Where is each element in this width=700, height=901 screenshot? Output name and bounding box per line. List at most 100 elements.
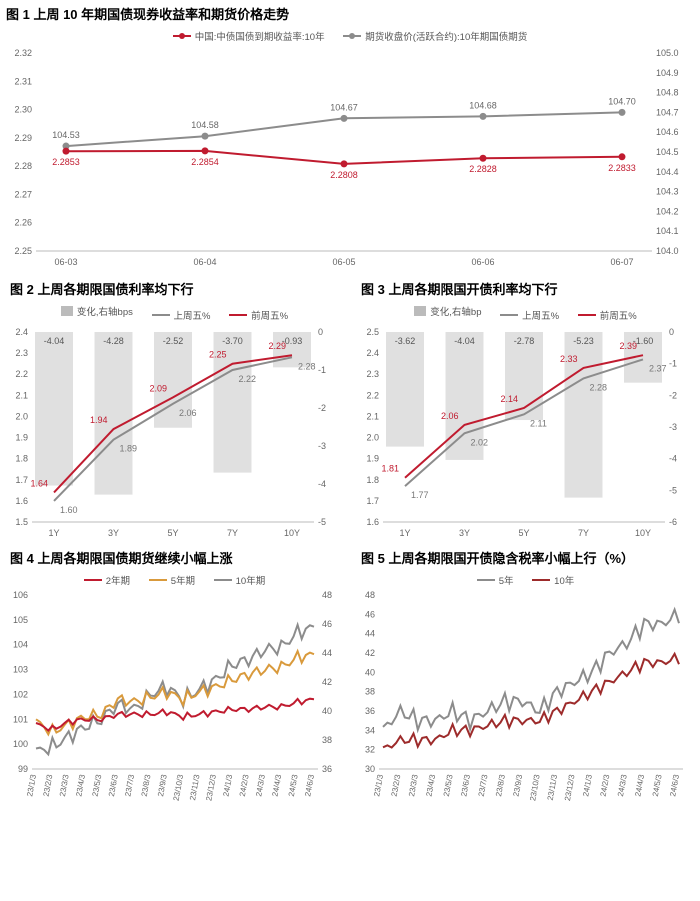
svg-text:2.09: 2.09: [149, 383, 167, 393]
svg-text:-3: -3: [318, 441, 326, 451]
svg-text:104.7: 104.7: [656, 107, 679, 117]
svg-text:06-04: 06-04: [193, 257, 216, 267]
svg-text:24/6/3: 24/6/3: [668, 773, 681, 797]
svg-text:104.2: 104.2: [656, 206, 679, 216]
svg-text:44: 44: [322, 648, 332, 658]
svg-text:23/12/3: 23/12/3: [204, 773, 218, 801]
legend-item: 期货收盘价(活跃合约):10年期国债期货: [343, 29, 527, 43]
svg-text:23/4/3: 23/4/3: [74, 773, 87, 797]
svg-text:-2: -2: [669, 390, 677, 400]
svg-text:1.8: 1.8: [366, 475, 379, 485]
svg-text:24/1/3: 24/1/3: [581, 773, 594, 797]
svg-text:2.0: 2.0: [366, 433, 379, 443]
svg-text:1.5: 1.5: [15, 517, 28, 527]
figure-2-chart: 1.51.61.71.81.92.02.12.22.32.4-5-4-3-2-1…: [4, 324, 340, 544]
svg-text:3Y: 3Y: [459, 528, 470, 538]
svg-text:23/6/3: 23/6/3: [107, 773, 120, 797]
figure-5-legend: 5年 10年: [355, 571, 696, 589]
svg-text:104.70: 104.70: [608, 96, 636, 106]
svg-text:1.81: 1.81: [381, 464, 399, 474]
svg-text:104.68: 104.68: [469, 100, 497, 110]
svg-text:-6: -6: [669, 517, 677, 527]
svg-text:-3.62: -3.62: [395, 336, 416, 346]
svg-text:-5: -5: [318, 517, 326, 527]
svg-text:100: 100: [13, 739, 28, 749]
svg-text:2.14: 2.14: [500, 394, 518, 404]
svg-text:-2.78: -2.78: [514, 336, 535, 346]
svg-text:2.06: 2.06: [179, 408, 197, 418]
svg-text:-3.70: -3.70: [222, 336, 243, 346]
svg-text:06-05: 06-05: [332, 257, 355, 267]
svg-text:5Y: 5Y: [518, 528, 529, 538]
svg-text:32: 32: [365, 745, 375, 755]
svg-text:2.02: 2.02: [471, 437, 489, 447]
svg-text:24/3/3: 24/3/3: [616, 773, 629, 797]
svg-text:2.30: 2.30: [14, 105, 32, 115]
figure-4-chart: 991001011021031041051063638404244464823/…: [4, 589, 340, 809]
svg-text:2.28: 2.28: [298, 361, 316, 371]
figure-4-title: 图 4 上周各期限国债期货继续小幅上涨: [4, 544, 345, 571]
svg-text:23/1/3: 23/1/3: [25, 773, 38, 797]
svg-text:0: 0: [318, 327, 323, 337]
svg-text:2.5: 2.5: [366, 327, 379, 337]
svg-text:2.31: 2.31: [14, 76, 32, 86]
svg-text:2.28: 2.28: [590, 382, 608, 392]
svg-text:24/2/3: 24/2/3: [599, 773, 612, 797]
svg-text:06-07: 06-07: [610, 257, 633, 267]
svg-text:10Y: 10Y: [284, 528, 300, 538]
svg-text:-4: -4: [669, 454, 677, 464]
svg-text:23/7/3: 23/7/3: [477, 773, 490, 797]
svg-text:40: 40: [365, 667, 375, 677]
svg-text:24/2/3: 24/2/3: [238, 773, 251, 797]
svg-text:38: 38: [365, 687, 375, 697]
svg-text:46: 46: [322, 619, 332, 629]
svg-text:1.7: 1.7: [366, 496, 379, 506]
svg-text:2.3: 2.3: [366, 369, 379, 379]
svg-text:99: 99: [18, 764, 28, 774]
figure-4: 图 4 上周各期限国债期货继续小幅上涨 2年期 5年期 10年期 9910010…: [4, 544, 345, 809]
svg-text:23/2/3: 23/2/3: [42, 773, 55, 797]
svg-text:104.1: 104.1: [656, 226, 679, 236]
svg-text:104.6: 104.6: [656, 127, 679, 137]
svg-text:38: 38: [322, 735, 332, 745]
svg-text:23/6/3: 23/6/3: [459, 773, 472, 797]
figure-3-chart: 1.61.71.81.92.02.12.22.32.42.5-6-5-4-3-2…: [355, 324, 691, 544]
svg-text:2.2: 2.2: [366, 390, 379, 400]
svg-text:23/8/3: 23/8/3: [140, 773, 153, 797]
svg-text:2.4: 2.4: [15, 327, 28, 337]
svg-text:2.2808: 2.2808: [330, 170, 358, 180]
svg-text:23/10/3: 23/10/3: [172, 773, 186, 801]
svg-text:2.33: 2.33: [560, 354, 578, 364]
svg-text:104.4: 104.4: [656, 167, 679, 177]
svg-text:24/5/3: 24/5/3: [651, 773, 664, 797]
svg-text:1.9: 1.9: [366, 454, 379, 464]
svg-text:36: 36: [365, 706, 375, 716]
svg-text:-5: -5: [669, 485, 677, 495]
svg-text:104.58: 104.58: [191, 120, 219, 130]
legend-item: 中国:中债国债到期收益率:10年: [173, 29, 325, 43]
svg-text:104.3: 104.3: [656, 187, 679, 197]
svg-text:2.1: 2.1: [366, 411, 379, 421]
figure-2: 图 2 上周各期限国债利率均下行 变化,右轴bps 上周五% 前周五% 1.51…: [4, 275, 345, 544]
svg-text:1.89: 1.89: [120, 444, 138, 454]
svg-text:104.9: 104.9: [656, 68, 679, 78]
svg-text:2.29: 2.29: [14, 133, 32, 143]
svg-text:101: 101: [13, 714, 28, 724]
svg-text:7Y: 7Y: [227, 528, 238, 538]
figure-3: 图 3 上周各期限国开债利率均下行 变化,右轴bp 上周五% 前周五% 1.61…: [355, 275, 696, 544]
svg-text:1Y: 1Y: [399, 528, 410, 538]
svg-text:1.64: 1.64: [30, 478, 48, 488]
svg-text:2.0: 2.0: [15, 411, 28, 421]
svg-text:1.6: 1.6: [366, 517, 379, 527]
svg-text:1.77: 1.77: [411, 490, 429, 500]
svg-text:46: 46: [365, 609, 375, 619]
svg-text:105.0: 105.0: [656, 48, 679, 58]
svg-text:23/10/3: 23/10/3: [528, 773, 542, 801]
svg-text:-4: -4: [318, 479, 326, 489]
svg-text:102: 102: [13, 689, 28, 699]
svg-text:24/3/3: 24/3/3: [254, 773, 267, 797]
svg-text:23/3/3: 23/3/3: [407, 773, 420, 797]
figure-5-chart: 3032343638404244464823/1/323/2/323/3/323…: [355, 589, 691, 809]
svg-text:1.60: 1.60: [60, 505, 78, 515]
svg-text:23/4/3: 23/4/3: [424, 773, 437, 797]
